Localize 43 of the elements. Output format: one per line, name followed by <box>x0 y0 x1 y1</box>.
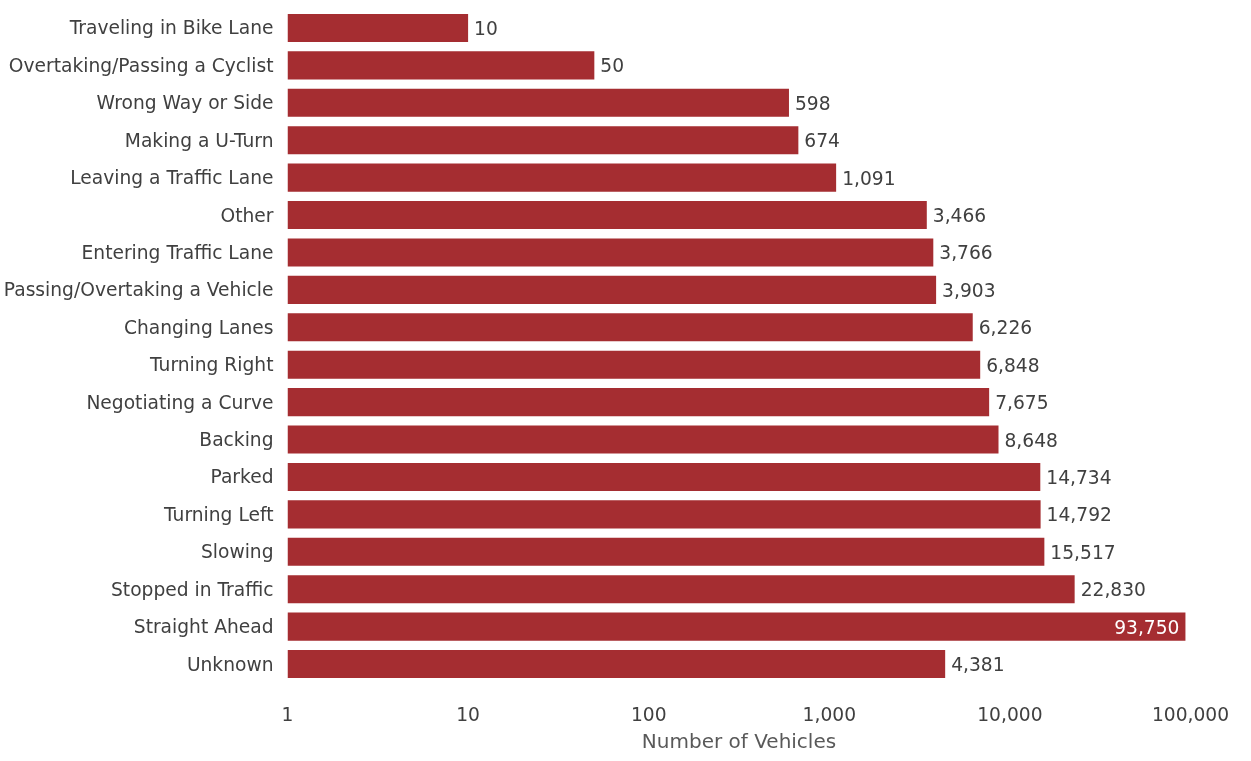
data-label: 3,903 <box>942 279 996 301</box>
data-label: 8,648 <box>1004 429 1058 451</box>
data-label: 10 <box>474 17 498 39</box>
y-tick-label: Negotiating a Curve <box>86 391 274 413</box>
y-tick-label: Leaving a Traffic Lane <box>70 167 274 189</box>
y-tick-label: Changing Lanes <box>123 316 274 338</box>
data-label: 15,517 <box>1050 541 1116 563</box>
data-label: 1,091 <box>842 167 896 189</box>
x-tick-label: 10,000 <box>977 703 1043 725</box>
y-tick-label: Entering Traffic Lane <box>81 241 274 263</box>
data-label: 6,226 <box>978 317 1033 339</box>
x-axis-title: Number of Vehicles <box>641 728 837 753</box>
x-tick-label: 10 <box>456 703 480 725</box>
data-label: 22,830 <box>1080 579 1146 601</box>
data-label: 4,381 <box>951 654 1005 676</box>
y-tick-label: Parked <box>210 466 274 488</box>
data-label: 598 <box>794 92 831 114</box>
x-tick-label: 1 <box>281 703 294 725</box>
data-label: 50 <box>600 55 625 77</box>
data-label: 14,792 <box>1046 504 1112 526</box>
y-tick-label: Passing/Overtaking a Vehicle <box>3 279 274 301</box>
data-label: 14,734 <box>1046 466 1112 488</box>
y-tick-label: Straight Ahead <box>133 616 274 638</box>
y-tick-label: Stopped in Traffic <box>111 578 274 600</box>
y-tick-label: Turning Left <box>163 503 274 525</box>
y-tick-label: Wrong Way or Side <box>96 92 274 114</box>
y-tick-label: Slowing <box>200 541 274 563</box>
data-label: 6,848 <box>986 354 1040 376</box>
y-tick-label: Other <box>220 204 274 226</box>
y-tick-label: Overtaking/Passing a Cyclist <box>8 54 274 76</box>
x-tick-label: 100,000 <box>1151 703 1230 725</box>
y-tick-label: Unknown <box>186 653 274 675</box>
y-tick-label: Traveling in Bike Lane <box>68 17 274 39</box>
data-label: 674 <box>804 130 840 152</box>
data-label: 93,750 <box>1114 616 1180 638</box>
data-label: 3,466 <box>932 205 987 227</box>
data-label: 3,766 <box>939 242 993 264</box>
x-tick-label: 100 <box>630 703 667 725</box>
y-tick-label: Making a U-Turn <box>124 129 274 151</box>
x-tick-label: 1,000 <box>802 703 857 725</box>
data-label: 7,675 <box>995 392 1049 414</box>
y-tick-label: Backing <box>199 429 274 451</box>
y-tick-label: Turning Right <box>149 354 274 376</box>
